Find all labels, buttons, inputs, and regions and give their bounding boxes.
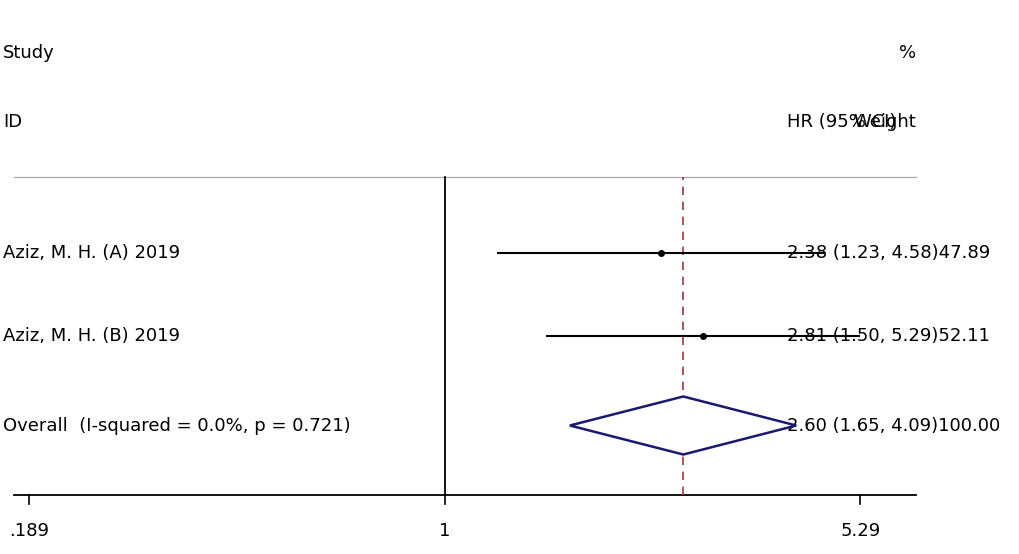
Text: Aziz, M. H. (B) 2019: Aziz, M. H. (B) 2019 bbox=[3, 327, 179, 345]
Text: 5.29: 5.29 bbox=[840, 522, 879, 540]
Polygon shape bbox=[570, 397, 796, 454]
Text: 1: 1 bbox=[439, 522, 450, 540]
Text: Aziz, M. H. (A) 2019: Aziz, M. H. (A) 2019 bbox=[3, 244, 179, 262]
Text: HR (95% CI): HR (95% CI) bbox=[786, 112, 895, 131]
Text: 2.81 (1.50, 5.29)52.11: 2.81 (1.50, 5.29)52.11 bbox=[786, 327, 988, 345]
Text: Weight: Weight bbox=[852, 112, 915, 131]
Text: Study: Study bbox=[3, 44, 54, 61]
Text: .189: .189 bbox=[9, 522, 49, 540]
Text: Overall  (I-squared = 0.0%, p = 0.721): Overall (I-squared = 0.0%, p = 0.721) bbox=[3, 417, 351, 434]
Text: ID: ID bbox=[3, 112, 21, 131]
Text: 2.38 (1.23, 4.58)47.89: 2.38 (1.23, 4.58)47.89 bbox=[786, 244, 988, 262]
Text: %: % bbox=[898, 44, 915, 61]
Text: 2.60 (1.65, 4.09)100.00: 2.60 (1.65, 4.09)100.00 bbox=[786, 417, 999, 434]
